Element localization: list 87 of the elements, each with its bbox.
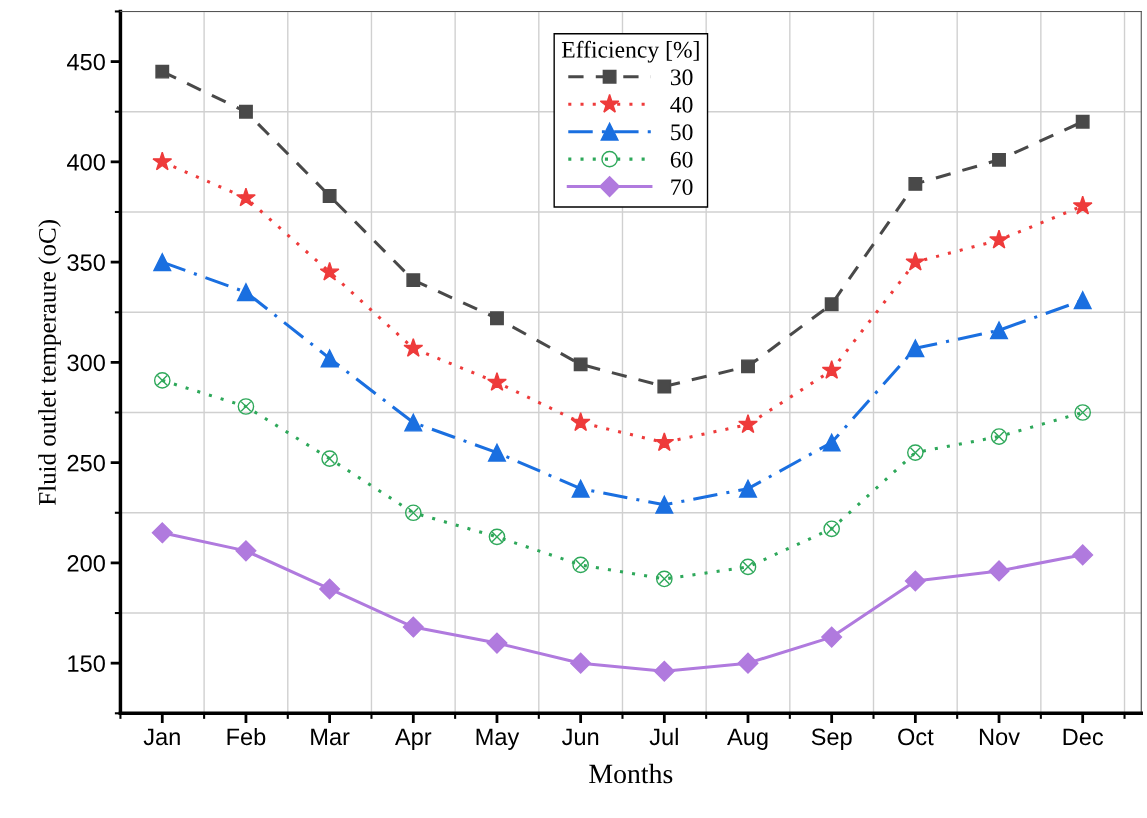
point bbox=[488, 528, 506, 546]
x-tick-label: Jan bbox=[143, 728, 180, 746]
point bbox=[570, 412, 591, 432]
y-axis-title: Fluid outlet temperaure (oC) bbox=[38, 220, 61, 506]
point bbox=[1075, 114, 1090, 129]
point bbox=[989, 229, 1009, 249]
legend-label: 50 bbox=[671, 124, 693, 141]
point bbox=[487, 372, 507, 391]
point bbox=[1074, 404, 1092, 421]
point bbox=[320, 349, 339, 368]
point bbox=[905, 251, 926, 271]
x-tick-label: Jun bbox=[561, 728, 599, 746]
point bbox=[822, 433, 841, 452]
point bbox=[319, 578, 341, 600]
point bbox=[823, 520, 841, 538]
legend-label: 30 bbox=[670, 69, 693, 86]
legend-label: 70 bbox=[671, 179, 693, 196]
point bbox=[908, 176, 923, 191]
y-tick-label: 250 bbox=[67, 454, 105, 472]
point bbox=[571, 479, 590, 498]
point bbox=[738, 479, 758, 498]
x-tick-label: Oct bbox=[898, 728, 934, 746]
point bbox=[403, 337, 424, 357]
point bbox=[904, 570, 926, 592]
point bbox=[988, 560, 1010, 582]
point bbox=[1072, 544, 1094, 566]
x-tick-label: Dec bbox=[1063, 728, 1104, 746]
point bbox=[321, 450, 338, 467]
point bbox=[990, 428, 1008, 445]
x-tick-label: Feb bbox=[227, 727, 266, 746]
point bbox=[741, 359, 755, 374]
x-tick-label: Aug bbox=[727, 728, 768, 750]
point bbox=[655, 495, 674, 514]
legend-label: 40 bbox=[670, 96, 693, 113]
point bbox=[487, 443, 506, 462]
point bbox=[151, 522, 173, 544]
point bbox=[486, 632, 508, 654]
y-tick-label: 150 bbox=[68, 655, 105, 672]
point bbox=[737, 652, 759, 674]
point bbox=[1073, 291, 1092, 310]
point bbox=[654, 432, 675, 452]
point bbox=[573, 357, 588, 372]
point bbox=[907, 444, 924, 461]
legend-label: 60 bbox=[670, 151, 693, 168]
point bbox=[319, 261, 340, 281]
point bbox=[739, 558, 757, 576]
point bbox=[655, 570, 673, 588]
point bbox=[406, 273, 421, 288]
y-tick-label: 200 bbox=[67, 554, 105, 572]
y-tick-label: 400 bbox=[67, 153, 105, 171]
x-tick-label: Jul bbox=[649, 727, 678, 746]
point bbox=[992, 152, 1006, 167]
point bbox=[989, 321, 1009, 340]
point bbox=[152, 151, 173, 171]
legend-title: Efficiency [%] bbox=[561, 40, 699, 63]
point bbox=[322, 188, 337, 203]
point bbox=[821, 626, 843, 648]
point bbox=[821, 359, 842, 379]
point bbox=[155, 64, 170, 79]
point bbox=[239, 104, 253, 119]
point bbox=[653, 660, 675, 682]
point bbox=[236, 283, 255, 302]
point bbox=[402, 616, 424, 638]
point bbox=[153, 372, 171, 389]
x-tick-label: Nov bbox=[979, 728, 1020, 746]
x-tick-label: Mar bbox=[311, 728, 350, 746]
point bbox=[570, 652, 592, 674]
point bbox=[657, 379, 672, 394]
x-tick-label: May bbox=[476, 728, 520, 750]
point bbox=[906, 339, 925, 358]
y-tick-label: 450 bbox=[67, 53, 105, 71]
point bbox=[572, 556, 589, 574]
point bbox=[490, 311, 504, 326]
point bbox=[404, 504, 422, 522]
x-tick-label: Apr bbox=[394, 728, 432, 750]
point bbox=[153, 253, 172, 272]
x-tick-label: Sep bbox=[811, 728, 852, 750]
point bbox=[235, 540, 257, 562]
y-tick-label: 300 bbox=[67, 354, 105, 372]
point bbox=[404, 413, 423, 432]
point bbox=[236, 187, 256, 207]
x-axis-title: Months bbox=[589, 763, 673, 784]
point bbox=[1072, 195, 1093, 215]
point bbox=[738, 414, 758, 434]
point bbox=[237, 398, 255, 415]
y-tick-label: 350 bbox=[67, 254, 105, 271]
point bbox=[824, 297, 839, 312]
